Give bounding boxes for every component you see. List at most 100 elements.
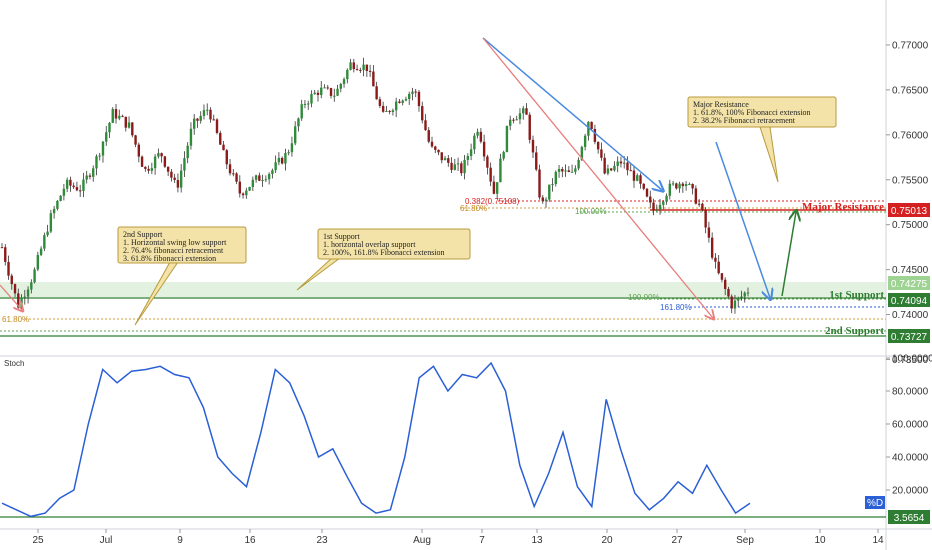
candle-body: [440, 152, 443, 161]
candle-body: [606, 168, 610, 174]
candle-body: [228, 164, 232, 174]
candle-body: [629, 170, 632, 172]
candle-body: [652, 202, 655, 211]
candle-body: [691, 183, 694, 189]
major-resistance-label: Major Resistance: [802, 201, 884, 213]
candle-body: [362, 64, 365, 70]
price-tick-label: 0.74500: [892, 265, 929, 276]
candle-body: [675, 183, 678, 189]
candle-body: [707, 227, 711, 238]
candle-body: [310, 94, 313, 104]
second-support-tag: [888, 329, 930, 343]
candle-body: [65, 179, 69, 189]
candle-body: [593, 129, 597, 142]
candle-body: [662, 201, 665, 205]
callout-line-2: 2. 100%, 161.8% Fibonacci extension: [323, 248, 445, 257]
fib-1618-label: 161.80%: [660, 303, 692, 312]
candle-body: [134, 135, 137, 145]
candle-body: [684, 184, 688, 187]
first-support-callout: 1st Support 1. horizontal overlap suppor…: [296, 228, 471, 291]
candle-body: [704, 210, 707, 228]
major-resistance-tag-text: 0.75013: [891, 206, 928, 217]
candle-body: [701, 203, 704, 211]
candle-body: [7, 261, 10, 276]
candle-body: [688, 183, 691, 185]
candle-body: [583, 135, 587, 147]
candle-body: [466, 155, 470, 160]
price-tick-label: 0.76500: [892, 85, 929, 96]
candle-body: [668, 183, 672, 196]
candle-body: [127, 122, 131, 128]
candle-body: [603, 157, 606, 174]
candle-body: [333, 95, 336, 97]
second-support-callout: 2nd Support 1. Horizontal swing low supp…: [117, 226, 247, 326]
candle-body: [339, 83, 342, 89]
candle-body: [336, 88, 339, 96]
candle-body: [349, 62, 352, 70]
candle-body: [737, 297, 740, 301]
price-tick-label: 0.75000: [892, 220, 929, 231]
time-tick-label: Sep: [736, 535, 754, 546]
candle-body: [424, 120, 427, 131]
candle-body: [23, 296, 27, 298]
candle-body: [720, 273, 724, 280]
candle-body: [401, 100, 404, 103]
candle-body: [290, 143, 294, 153]
time-tick-label: 14: [872, 535, 884, 546]
candle-body: [443, 158, 447, 161]
candle-body: [541, 197, 544, 201]
candle-body: [649, 196, 652, 203]
candle-body: [372, 71, 375, 87]
candle-body: [469, 149, 473, 156]
candle-body: [303, 103, 307, 105]
candle-body: [258, 175, 261, 181]
candle-body: [202, 110, 206, 116]
stoch-legend-badge: [865, 496, 885, 509]
candle-body: [609, 168, 613, 171]
candle-body: [740, 296, 743, 298]
fib-100-label: 100.00%: [575, 207, 607, 216]
candle-body: [212, 119, 215, 121]
candle-body: [421, 106, 424, 121]
candle-body: [248, 186, 251, 191]
candle-body: [746, 292, 750, 294]
candle-body: [176, 179, 180, 188]
candle-body: [88, 175, 92, 177]
candle-body: [170, 171, 173, 178]
candle-body: [522, 108, 525, 114]
candle-body: [4, 247, 7, 262]
candle-body: [508, 119, 512, 126]
candle-body: [355, 69, 359, 71]
time-tick-label: 20: [601, 535, 613, 546]
price-tick-label: 0.77000: [892, 40, 929, 51]
stoch-tick-label: 100.0000: [892, 354, 932, 365]
candles: [0, 57, 750, 314]
candle-body: [140, 156, 144, 167]
candle-body: [10, 275, 13, 285]
candle-body: [733, 300, 737, 309]
candle-body: [118, 115, 121, 119]
candle-body: [398, 101, 401, 103]
fib-100-support-label: 100.00%: [628, 293, 660, 302]
candle-body: [574, 168, 577, 172]
candle-body: [92, 168, 95, 177]
candle-body: [535, 152, 538, 170]
candle-body: [225, 150, 228, 165]
second-support-label: 2nd Support: [825, 325, 884, 337]
candle-body: [206, 109, 209, 111]
candle-body: [121, 115, 124, 117]
candle-body: [75, 187, 79, 191]
candle-body: [284, 152, 287, 164]
candle-body: [52, 208, 56, 214]
candle-body: [671, 183, 675, 185]
callout-line-3: 3. 61.8% fibonacci extension: [123, 254, 216, 263]
candle-body: [62, 188, 66, 196]
candle-body: [36, 254, 40, 270]
candle-body: [437, 149, 440, 153]
candle-body: [0, 247, 4, 249]
candle-body: [476, 131, 479, 136]
candle-body: [85, 175, 88, 180]
candle-body: [447, 158, 450, 163]
candle-body: [473, 135, 476, 150]
time-tick-label: 9: [177, 535, 183, 546]
